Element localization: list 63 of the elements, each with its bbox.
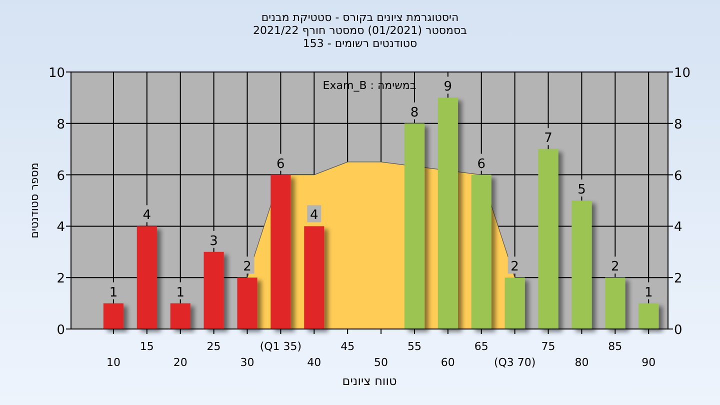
y2-tick-label: 2	[674, 272, 682, 287]
x-tick-label: 30	[240, 356, 254, 369]
bar	[270, 174, 291, 329]
bar	[538, 149, 558, 329]
x-tick-label: (Q3 70)	[494, 356, 536, 369]
bar	[504, 278, 525, 329]
data-label: 2	[611, 260, 620, 275]
x-tick-label: 65	[474, 340, 488, 353]
y-tick-label: 0	[56, 323, 65, 338]
x-tick-label: 10	[106, 356, 120, 369]
data-label: 1	[644, 285, 653, 300]
x-tick-label: 90	[642, 356, 656, 369]
chart-title: היסטוגרמת ציונים בקורס - סטטיקת מבנים	[261, 11, 459, 24]
data-label: 1	[109, 285, 118, 300]
y-axis-title: מספר סטודנטים	[28, 162, 41, 238]
bar	[170, 303, 190, 329]
x-tick-label: 80	[574, 356, 589, 369]
data-label: 6	[477, 156, 486, 172]
x-tick-label: 15	[140, 340, 154, 353]
x-tick-label: 45	[340, 340, 355, 353]
data-label: 9	[444, 80, 452, 95]
y2-tick-label: 6	[674, 168, 682, 184]
chart-subtitle: בסמסטר (01/2021) סמסטר חורף 2021/22 סטודנטים רשומים - 153	[253, 24, 467, 50]
bar	[237, 278, 258, 329]
y-tick-label: 2	[56, 272, 65, 287]
y2-tick-label: 10	[674, 66, 691, 81]
bar	[605, 278, 626, 329]
bar	[572, 200, 592, 329]
y2-tick-label: 8	[674, 117, 682, 132]
x-tick-label: 50	[374, 356, 388, 369]
x-tick-label: 85	[608, 340, 622, 353]
bar	[438, 98, 458, 329]
bar	[103, 303, 124, 329]
x-tick-label: 55	[407, 340, 422, 353]
bar	[638, 303, 659, 329]
data-label: 8	[410, 105, 419, 120]
data-label: 4	[142, 208, 152, 224]
data-label: 4	[310, 208, 318, 224]
bar	[204, 252, 224, 329]
y-tick-label: 8	[56, 117, 65, 132]
x-tick-label: 75	[541, 340, 556, 353]
y2-tick-label: 0	[674, 323, 682, 338]
bar	[471, 174, 492, 329]
y2-tick-label: 4	[674, 220, 682, 236]
data-label: 2	[243, 260, 252, 275]
data-label: 1	[176, 285, 185, 300]
data-label: 2	[510, 260, 519, 275]
data-label: 6	[276, 156, 285, 172]
y-tick-label: 10	[48, 66, 65, 81]
x-tick-label: 60	[440, 356, 455, 369]
x-tick-label: 20	[173, 356, 188, 369]
y-tick-label: 6	[56, 168, 65, 184]
x-tick-label: (Q1 35)	[260, 340, 302, 353]
y-tick-label: 4	[56, 220, 65, 236]
data-label: 5	[578, 182, 586, 198]
bar	[136, 226, 157, 329]
bar	[304, 226, 324, 329]
x-axis-title: טווח ציונים	[342, 374, 397, 388]
x-tick-label: 40	[307, 356, 322, 369]
data-label: 7	[544, 131, 552, 146]
bar	[404, 123, 425, 329]
data-label: 3	[210, 234, 218, 249]
x-tick-label: 25	[206, 340, 221, 353]
